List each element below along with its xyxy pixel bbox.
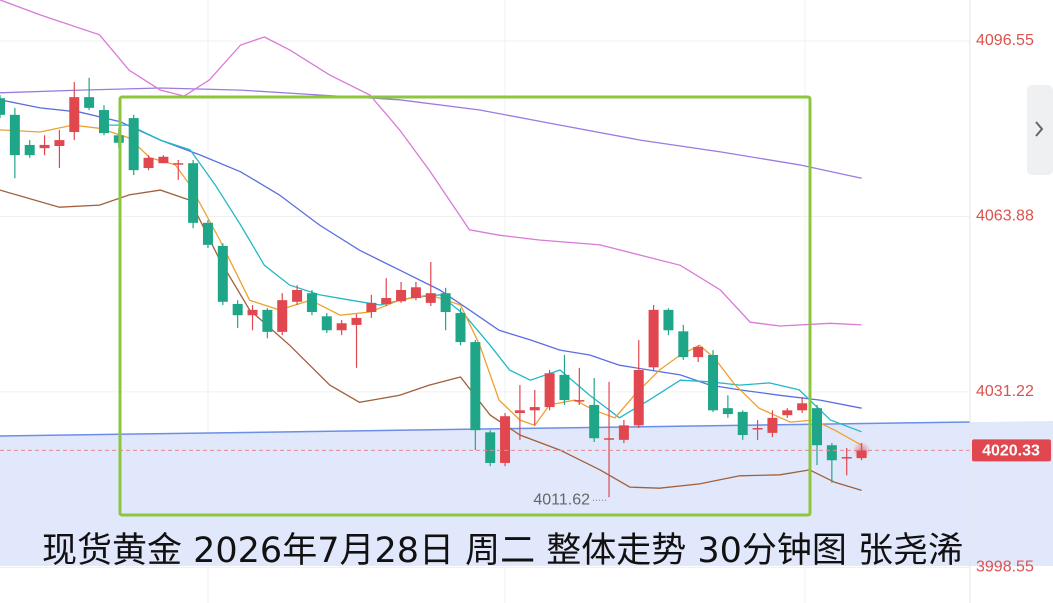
candle-body [128, 118, 139, 171]
candle-body [54, 140, 65, 147]
candle-body [366, 302, 377, 313]
candle-body [158, 156, 169, 164]
candle-body [604, 438, 615, 440]
candle-body [470, 342, 481, 431]
plot-area: 4011.62 [0, 0, 970, 568]
candle-body [247, 309, 258, 316]
candle-body [633, 370, 644, 426]
candle-body [737, 411, 748, 436]
y-tick-label: 4031.22 [976, 383, 1034, 400]
candle-body [500, 416, 511, 463]
y-tick-label: 3998.55 [976, 559, 1034, 576]
candle-body [618, 425, 629, 440]
candle-body [678, 331, 689, 358]
trend-zone [0, 421, 1053, 566]
candle-body [529, 407, 540, 411]
candle-body [708, 354, 719, 411]
candle-body [232, 303, 243, 316]
candle-body [262, 309, 273, 332]
chevron-icon [1035, 121, 1044, 137]
candle-body [336, 323, 347, 331]
y-tick-label: 4096.55 [976, 32, 1034, 49]
candle-body [455, 313, 466, 343]
candle-body [0, 98, 5, 115]
caption: 现货黄金 2026年7月28日 周二 整体走势 30分钟图 张尧浠 [42, 531, 963, 571]
candle-body [811, 408, 822, 446]
last-price-box [972, 439, 1051, 462]
candle-body [797, 403, 808, 411]
candle-body [589, 404, 600, 439]
candle-body [410, 287, 421, 299]
indicator-line [0, 189, 862, 492]
candle-body [381, 298, 392, 304]
price-axis: 4096.55 4063.88 4031.22 3998.55 4020.33 [972, 32, 1051, 576]
candle-body [544, 373, 555, 408]
candle-body [841, 457, 852, 459]
candle-body [321, 316, 332, 331]
candle-body [202, 222, 213, 245]
indicator-line [0, 87, 862, 179]
candle-body [574, 400, 585, 402]
low-label: 4011.62 [533, 491, 590, 508]
candle-body [69, 97, 80, 133]
trend-line [0, 421, 971, 437]
candle-body [24, 144, 35, 156]
candle-body [767, 417, 778, 433]
candle-body [188, 163, 199, 223]
candle-body [143, 157, 154, 169]
candle-body [425, 293, 436, 303]
candle-body [9, 114, 20, 156]
candle-body [217, 245, 228, 302]
last-price-glow [852, 441, 871, 460]
y-tick-label: 4063.88 [976, 208, 1034, 225]
candle-body [722, 408, 733, 415]
candle-body [351, 317, 362, 325]
last-price-label: 4020.33 [982, 443, 1040, 460]
candle-body [485, 432, 496, 463]
candle-body [39, 144, 50, 149]
candle-body [396, 289, 407, 302]
candle-body [440, 293, 451, 313]
highlight-box [118, 95, 812, 517]
candle-body [693, 346, 704, 358]
candle-body [306, 293, 317, 313]
candle-body [559, 374, 570, 401]
candle-body [292, 289, 303, 302]
indicator-line [0, 0, 862, 327]
candle-body [173, 163, 184, 165]
candle-body [514, 410, 525, 413]
candle-body [84, 97, 95, 108]
indicator-line [99, 124, 862, 433]
candle-body [648, 309, 659, 368]
candle-body [826, 445, 837, 461]
candle-body [98, 110, 109, 134]
candle-body [752, 428, 763, 430]
candle-body [663, 309, 674, 331]
candle-body [277, 300, 288, 332]
candle-body [782, 410, 793, 416]
